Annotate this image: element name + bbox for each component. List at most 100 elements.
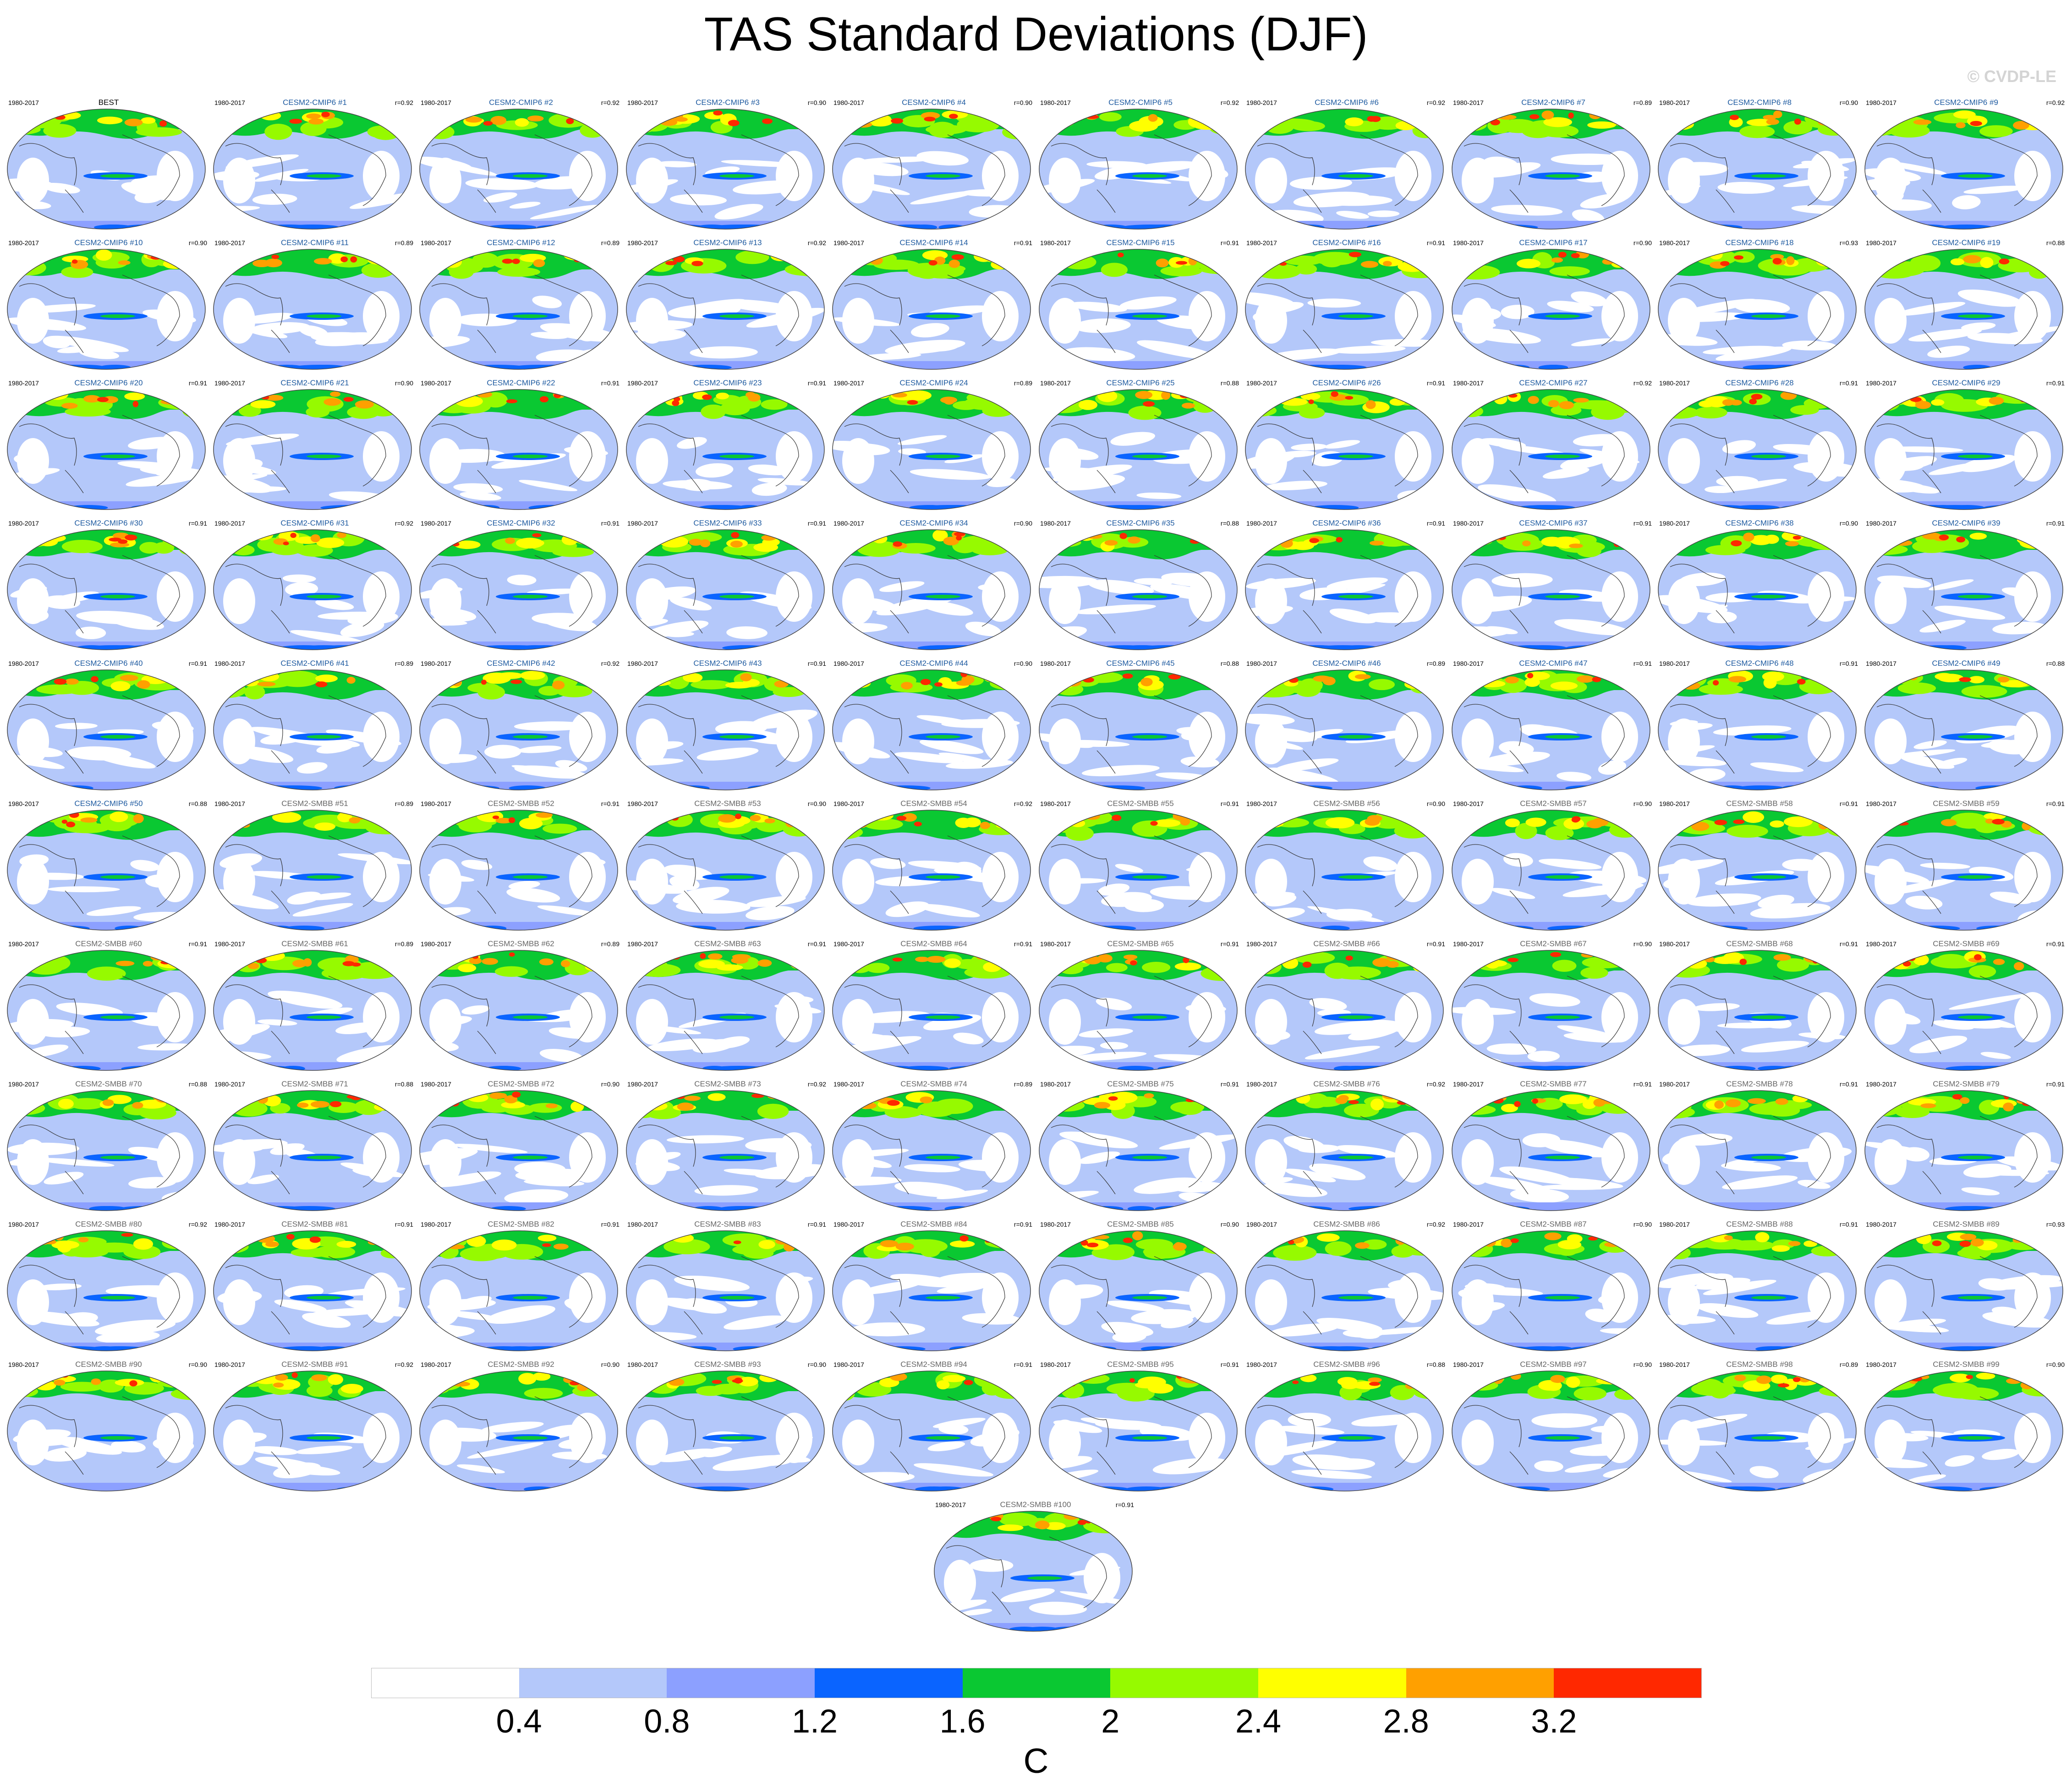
panel-correlation-label: r=0.92	[1633, 379, 1652, 387]
panel-title: CESM2-CMIP6 #38	[1725, 519, 1794, 527]
map-panel: 1980-2017 CESM2-SMBB #83 r=0.91	[625, 1216, 831, 1359]
map-panel: 1980-2017 CESM2-SMBB #92 r=0.90	[418, 1356, 624, 1499]
panel-period-label: 1980-2017	[833, 520, 864, 527]
colorbar-swatch	[519, 1668, 667, 1698]
map-heatmap	[1039, 249, 1238, 370]
panel-correlation-label: r=0.91	[1220, 1080, 1239, 1088]
map-heatmap	[419, 1230, 618, 1351]
colorbar-tick-label: 2.8	[1383, 1703, 1429, 1740]
map-heatmap	[1864, 389, 2063, 510]
panel-correlation-label: r=0.89	[1014, 1080, 1032, 1088]
panel-period-label: 1980-2017	[627, 1080, 658, 1088]
panel-title: CESM2-CMIP6 #41	[280, 659, 349, 668]
panel-correlation-label: r=0.90	[601, 1080, 619, 1088]
panel-title: CESM2-CMIP6 #10	[74, 238, 143, 247]
map-panel: 1980-2017 CESM2-SMBB #68 r=0.91	[1656, 936, 1863, 1079]
panel-correlation-label: r=0.88	[395, 1080, 413, 1088]
panel-period-label: 1980-2017	[214, 660, 245, 667]
map-heatmap	[7, 669, 206, 790]
panel-period-label: 1980-2017	[214, 520, 245, 527]
map-panel: 1980-2017 CESM2-CMIP6 #15 r=0.91	[1037, 235, 1244, 378]
map-panel: 1980-2017 CESM2-CMIP6 #1 r=0.92	[212, 94, 418, 237]
colorbar-units-label: C	[1023, 1742, 1049, 1781]
map-heatmap	[213, 249, 412, 370]
panel-correlation-label: r=0.90	[807, 1361, 826, 1368]
map-heatmap	[1245, 249, 1444, 370]
map-heatmap	[1452, 1371, 1650, 1491]
panel-correlation-label: r=0.91	[2046, 800, 2065, 807]
map-panel: 1980-2017 CESM2-CMIP6 #36 r=0.91	[1244, 515, 1450, 658]
map-heatmap	[213, 950, 412, 1071]
map-panel: 1980-2017 CESM2-CMIP6 #8 r=0.90	[1656, 94, 1863, 237]
colorbar-tick-label: 1.6	[939, 1703, 986, 1740]
panel-period-label: 1980-2017	[1453, 379, 1484, 387]
panel-correlation-label: r=0.93	[2046, 1221, 2065, 1228]
map-panel: 1980-2017 CESM2-SMBB #98 r=0.89	[1656, 1356, 1863, 1499]
panel-period-label: 1980-2017	[1659, 940, 1690, 948]
panel-correlation-label: r=0.91	[1426, 239, 1445, 247]
panel-period-label: 1980-2017	[421, 99, 451, 106]
panel-correlation-label: r=0.91	[1014, 940, 1032, 948]
map-panel: 1980-2017 CESM2-CMIP6 #11 r=0.89	[212, 235, 418, 378]
map-panel: 1980-2017 CESM2-CMIP6 #35 r=0.88	[1037, 515, 1244, 658]
map-panel: 1980-2017 CESM2-SMBB #73 r=0.92	[625, 1076, 831, 1219]
panel-period-label: 1980-2017	[1866, 1080, 1897, 1088]
map-heatmap	[1864, 950, 2063, 1071]
panel-title: CESM2-CMIP6 #32	[487, 519, 555, 527]
panel-title: CESM2-SMBB #84	[900, 1220, 967, 1228]
panel-correlation-label: r=0.92	[1426, 1221, 1445, 1228]
panel-correlation-label: r=0.90	[1839, 99, 1858, 106]
panel-title: CESM2-SMBB #61	[281, 939, 348, 948]
map-heatmap	[7, 1090, 206, 1211]
map-panel: 1980-2017 CESM2-CMIP6 #7 r=0.89	[1450, 94, 1656, 237]
panel-period-label: 1980-2017	[214, 1361, 245, 1368]
map-heatmap	[7, 249, 206, 370]
panel-title: CESM2-CMIP6 #42	[487, 659, 555, 668]
panel-title: CESM2-SMBB #88	[1726, 1220, 1793, 1228]
panel-period-label: 1980-2017	[1659, 379, 1690, 387]
map-heatmap	[934, 1511, 1133, 1632]
panel-correlation-label: r=0.91	[807, 520, 826, 527]
map-panel: 1980-2017 CESM2-SMBB #66 r=0.91	[1244, 936, 1450, 1079]
panel-correlation-label: r=0.90	[1633, 940, 1652, 948]
panel-title: CESM2-CMIP6 #14	[899, 238, 968, 247]
map-panel: 1980-2017 CESM2-SMBB #63 r=0.91	[625, 936, 831, 1079]
panel-correlation-label: r=0.89	[395, 660, 413, 667]
map-panel: 1980-2017 CESM2-CMIP6 #19 r=0.88	[1863, 235, 2069, 378]
panel-title: CESM2-CMIP6 #17	[1519, 238, 1588, 247]
panel-title: CESM2-SMBB #90	[75, 1360, 142, 1369]
panel-title: CESM2-CMIP6 #21	[280, 378, 349, 387]
panel-correlation-label: r=0.91	[188, 520, 207, 527]
panel-correlation-label: r=0.91	[1426, 940, 1445, 948]
panel-correlation-label: r=0.90	[395, 379, 413, 387]
panel-title: CESM2-SMBB #60	[75, 939, 142, 948]
panel-period-label: 1980-2017	[1866, 379, 1897, 387]
map-panel: 1980-2017 CESM2-CMIP6 #26 r=0.91	[1244, 375, 1450, 518]
panel-period-label: 1980-2017	[1453, 99, 1484, 106]
panel-title: CESM2-SMBB #52	[488, 799, 554, 808]
panel-correlation-label: r=0.89	[1014, 379, 1032, 387]
panel-correlation-label: r=0.89	[1839, 1361, 1858, 1368]
panel-title: CESM2-SMBB #99	[1933, 1360, 2000, 1369]
panel-period-label: 1980-2017	[1659, 660, 1690, 667]
map-heatmap	[832, 810, 1031, 931]
panel-period-label: 1980-2017	[833, 660, 864, 667]
map-heatmap	[419, 389, 618, 510]
panel-correlation-label: r=0.91	[601, 800, 619, 807]
panel-period-label: 1980-2017	[1659, 99, 1690, 106]
panel-title: CESM2-CMIP6 #44	[899, 659, 968, 668]
colorbar-swatch	[667, 1668, 815, 1698]
panel-period-label: 1980-2017	[627, 1361, 658, 1368]
panel-title: CESM2-CMIP6 #29	[1932, 378, 2001, 387]
panel-period-label: 1980-2017	[1040, 99, 1071, 106]
panel-period-label: 1980-2017	[421, 520, 451, 527]
map-heatmap	[1452, 529, 1650, 650]
map-panel: 1980-2017 CESM2-SMBB #97 r=0.90	[1450, 1356, 1656, 1499]
panel-correlation-label: r=0.91	[2046, 520, 2065, 527]
panel-title: CESM2-CMIP6 #5	[1108, 98, 1173, 107]
map-panel: 1980-2017 CESM2-CMIP6 #40 r=0.91	[5, 655, 212, 798]
map-panel: 1980-2017 CESM2-CMIP6 #37 r=0.91	[1450, 515, 1656, 658]
panel-period-label: 1980-2017	[1246, 940, 1277, 948]
map-panel: 1980-2017 CESM2-CMIP6 #3 r=0.90	[625, 94, 831, 237]
panel-correlation-label: r=0.92	[1220, 99, 1239, 106]
